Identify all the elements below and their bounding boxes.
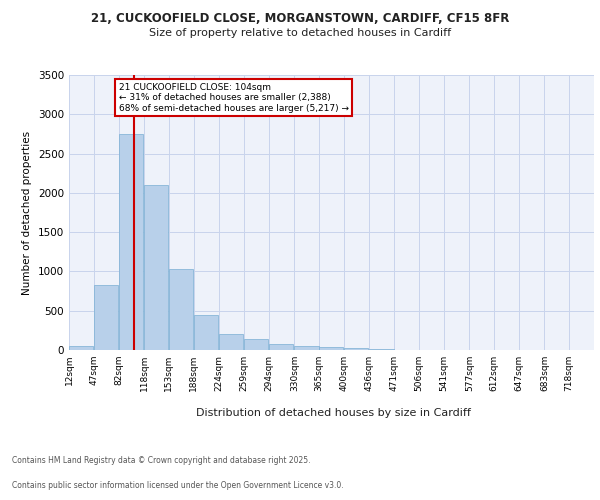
Bar: [344, 348, 368, 350]
Text: 21, CUCKOOFIELD CLOSE, MORGANSTOWN, CARDIFF, CF15 8FR: 21, CUCKOOFIELD CLOSE, MORGANSTOWN, CARD…: [91, 12, 509, 26]
Bar: [219, 334, 244, 350]
Y-axis label: Number of detached properties: Number of detached properties: [22, 130, 32, 294]
Text: Contains HM Land Registry data © Crown copyright and database right 2025.: Contains HM Land Registry data © Crown c…: [12, 456, 311, 465]
Bar: [94, 285, 118, 350]
Bar: [144, 185, 169, 350]
Bar: [169, 269, 193, 350]
Bar: [194, 314, 218, 350]
Bar: [244, 339, 268, 350]
Bar: [69, 346, 93, 350]
Bar: [370, 349, 394, 350]
Text: Size of property relative to detached houses in Cardiff: Size of property relative to detached ho…: [149, 28, 451, 38]
Text: 21 CUCKOOFIELD CLOSE: 104sqm
← 31% of detached houses are smaller (2,388)
68% of: 21 CUCKOOFIELD CLOSE: 104sqm ← 31% of de…: [119, 83, 349, 112]
Text: Distribution of detached houses by size in Cardiff: Distribution of detached houses by size …: [196, 408, 470, 418]
Bar: [295, 346, 319, 350]
Bar: [119, 134, 143, 350]
Bar: [319, 347, 343, 350]
Bar: [269, 344, 293, 350]
Text: Contains public sector information licensed under the Open Government Licence v3: Contains public sector information licen…: [12, 481, 344, 490]
